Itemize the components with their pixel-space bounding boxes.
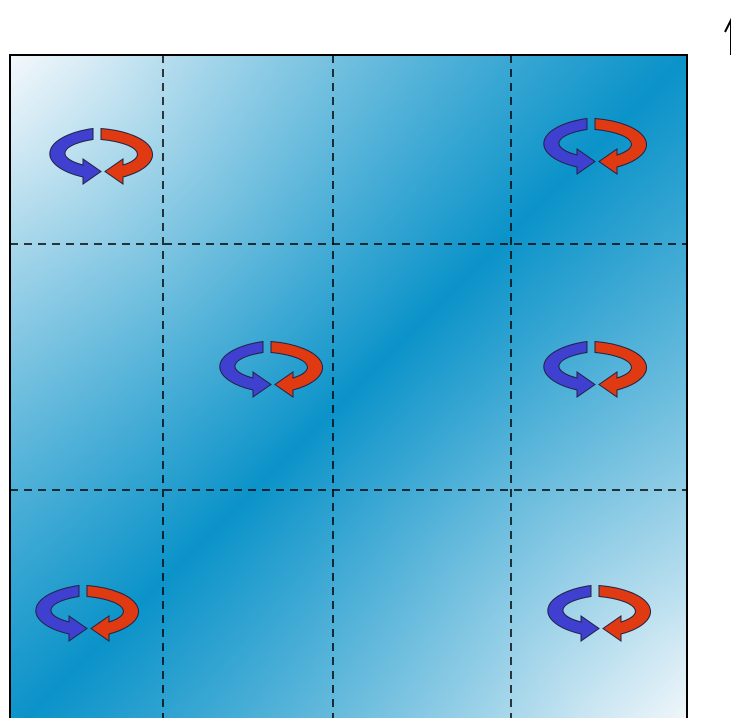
rotation-arrow-red [594, 117, 647, 175]
rotation-arrow-red [100, 127, 153, 185]
rotation-arrow-blue [543, 117, 596, 175]
circular-rotation-icon [543, 117, 647, 175]
rotation-arrow-red [86, 584, 139, 642]
rotation-arrow-red [594, 340, 647, 398]
rotation-arrow-blue [35, 584, 88, 642]
grid-lines [10, 55, 687, 718]
grid-border [9, 54, 688, 718]
rotation-arrow-red [598, 584, 651, 642]
circular-rotation-icon [49, 127, 153, 185]
rotation-arrow-red [270, 340, 323, 398]
circular-rotation-icon [543, 340, 647, 398]
circular-rotation-icon [547, 584, 651, 642]
circular-rotation-icon [219, 340, 323, 398]
circular-rotation-icon [35, 584, 139, 642]
rotation-arrow-blue [219, 340, 272, 398]
rotation-arrow-blue [547, 584, 600, 642]
rotation-arrow-blue [543, 340, 596, 398]
up-arrow-icon [724, 17, 731, 55]
rotation-markers [35, 117, 651, 642]
rotation-arrow-blue [49, 127, 102, 185]
